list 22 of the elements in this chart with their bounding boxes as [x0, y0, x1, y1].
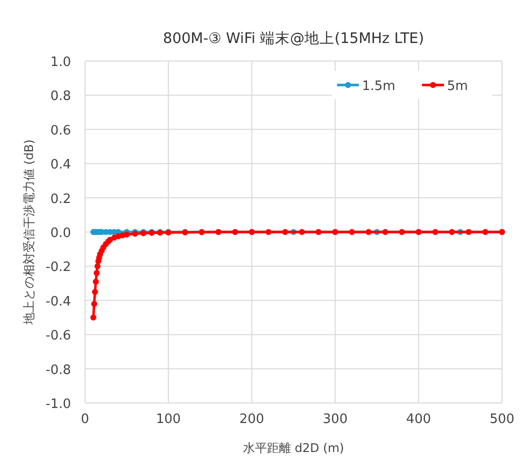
- legend-label: 1.5m: [362, 79, 396, 94]
- y-tick-label: -0.6: [46, 328, 71, 344]
- legend-label: 5m: [447, 79, 468, 94]
- y-tick-label: 0.0: [50, 226, 71, 241]
- chart-title: 800M-③ WiFi 端末@地上(15MHz LTE): [163, 30, 424, 47]
- y-tick-label: -0.2: [46, 260, 71, 276]
- y-tick-label: 0.4: [50, 158, 71, 173]
- y-tick-label: -0.4: [46, 294, 71, 310]
- y-tick-label: -0.8: [46, 362, 71, 378]
- x-axis-title: 水平距離 d2D (m): [242, 441, 344, 455]
- y-tick-label: 1.0: [50, 55, 71, 70]
- y-tick-label: 0.8: [50, 89, 71, 104]
- x-tick-label: 300: [322, 412, 348, 427]
- x-tick-label: 100: [156, 412, 181, 427]
- y-tick-label: 0.2: [50, 192, 71, 207]
- y-tick-label: 0.6: [50, 123, 71, 138]
- x-tick-label: 400: [406, 412, 432, 427]
- y-axis-title: 地上との相対受信干渉電力値 (dB): [22, 139, 36, 326]
- x-tick-label: 0: [80, 412, 90, 427]
- x-tick-label: 200: [239, 412, 264, 427]
- x-tick-label: 500: [490, 412, 514, 427]
- y-tick-label: -1.0: [46, 397, 71, 412]
